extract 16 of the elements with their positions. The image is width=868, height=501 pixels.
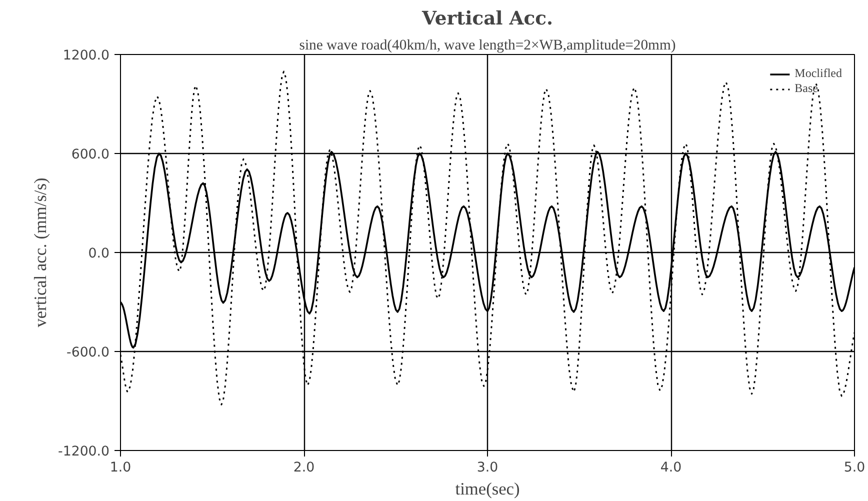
x-tick-label: 4.0 (660, 460, 682, 476)
x-tick-label: 1.0 (110, 460, 132, 476)
x-tick-label: 2.0 (293, 460, 315, 476)
y-tick-label: 600.0 (71, 148, 110, 162)
y-tick-label: -600.0 (66, 346, 110, 360)
legend-label: Base (794, 81, 818, 96)
legend-label: Moclifled (794, 66, 842, 81)
y-axis-title: vertical acc. (mm/s/s) (31, 177, 50, 328)
y-tick-label: 0.0 (88, 246, 110, 262)
chart-title: Vertical Acc. (421, 8, 553, 30)
chart-subtitle: sine wave road(40km/h, wave length=2×WB,amplitude=20mm) (299, 38, 676, 54)
x-tick-label: 3.0 (476, 460, 498, 476)
y-tick-label: -1200.0 (58, 444, 110, 460)
y-tick-label: 1200.0 (62, 48, 110, 64)
x-tick-label: 5.0 (844, 460, 866, 476)
x-axis-title: time(sec) (455, 480, 520, 498)
